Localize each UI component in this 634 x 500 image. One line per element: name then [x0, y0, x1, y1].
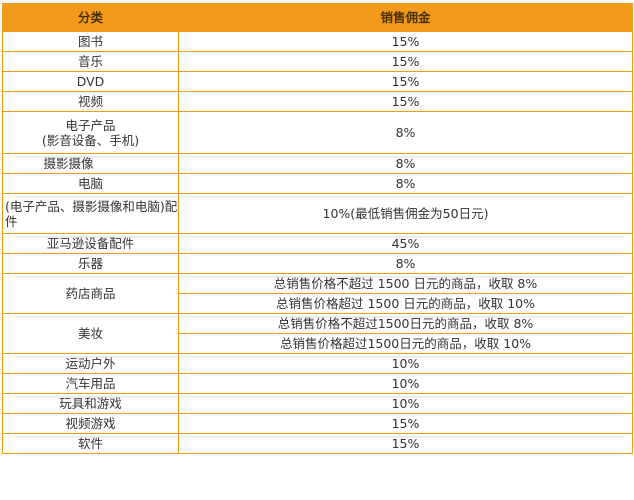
category-cell: 药店商品	[2, 273, 179, 314]
table-row: 美妆 总销售价格不超过1500日元的商品，收取 8%	[2, 313, 633, 354]
commission-cell: 10%	[178, 353, 633, 374]
category-cell: 电子产品 (影音设备、手机)	[2, 111, 179, 154]
commission-cell: 15%	[178, 91, 633, 112]
commission-cell: 15%	[178, 433, 633, 454]
table-row: (电子产品、摄影摄像和电脑)配件 10%(最低销售佣金为50日元)	[2, 193, 633, 234]
commission-cell: 10%	[178, 373, 633, 394]
category-cell: 摄影摄像	[2, 153, 179, 174]
category-main: 电子产品	[65, 117, 116, 133]
table-row: 摄影摄像 8%	[2, 153, 633, 174]
category-cell: DVD	[2, 71, 179, 92]
table-row: 乐器 8%	[2, 253, 633, 274]
table-row: 软件 15%	[2, 433, 633, 454]
category-cell: 美妆	[2, 313, 179, 354]
category-cell: 视频游戏	[2, 413, 179, 434]
table-row: 图书 15%	[2, 31, 633, 52]
commission-cell: 8%	[178, 173, 633, 194]
table-row: 运动户外 10%	[2, 353, 633, 374]
table-row: 视频 15%	[2, 91, 633, 112]
table-row: 汽车用品 10%	[2, 373, 633, 394]
commission-cell: 总销售价格超过 1500 日元的商品，收取 10%	[178, 293, 633, 314]
category-cell: 玩具和游戏	[2, 393, 179, 414]
category-cell: 亚马逊设备配件	[2, 233, 179, 254]
table-row: 电子产品 (影音设备、手机) 8%	[2, 111, 633, 154]
commission-table: 分类 销售佣金 图书 15% 音乐 15% DVD 15% 视频 15% 电子产…	[2, 3, 633, 454]
commission-cell: 10%	[178, 393, 633, 414]
commission-cell: 8%	[178, 111, 633, 154]
category-cell: 图书	[2, 31, 179, 52]
category-cell: 汽车用品	[2, 373, 179, 394]
category-cell: 乐器	[2, 253, 179, 274]
category-cell: 音乐	[2, 51, 179, 72]
commission-cell: 10%(最低销售佣金为50日元)	[178, 193, 633, 234]
commission-cell: 45%	[178, 233, 633, 254]
commission-cell: 总销售价格不超过 1500 日元的商品，收取 8%	[178, 273, 633, 294]
table-row: 药店商品 总销售价格不超过 1500 日元的商品，收取 8%	[2, 273, 633, 314]
category-cell: 软件	[2, 433, 179, 454]
header-category: 分类	[2, 3, 179, 32]
category-label: 摄影摄像	[43, 156, 94, 171]
table-row: 电脑 8%	[2, 173, 633, 194]
category-note: (影音设备、手机)	[41, 132, 140, 148]
commission-cell: 总销售价格超过1500日元的商品，收取 10%	[178, 333, 633, 354]
commission-cell: 总销售价格不超过1500日元的商品，收取 8%	[178, 313, 633, 334]
table-row: 视频游戏 15%	[2, 413, 633, 434]
category-cell: (电子产品、摄影摄像和电脑)配件	[2, 193, 179, 234]
category-cell: 视频	[2, 91, 179, 112]
category-cell: 运动户外	[2, 353, 179, 374]
table-row: 音乐 15%	[2, 51, 633, 72]
table-header-row: 分类 销售佣金	[2, 3, 633, 32]
commission-cell: 8%	[178, 153, 633, 174]
commission-cell: 15%	[178, 71, 633, 92]
commission-cell: 15%	[178, 413, 633, 434]
category-cell: 电脑	[2, 173, 179, 194]
commission-cell: 15%	[178, 31, 633, 52]
table-row: 玩具和游戏 10%	[2, 393, 633, 414]
table-row: 亚马逊设备配件 45%	[2, 233, 633, 254]
header-commission: 销售佣金	[178, 3, 633, 32]
commission-cell: 8%	[178, 253, 633, 274]
commission-cell: 15%	[178, 51, 633, 72]
table-row: DVD 15%	[2, 71, 633, 92]
